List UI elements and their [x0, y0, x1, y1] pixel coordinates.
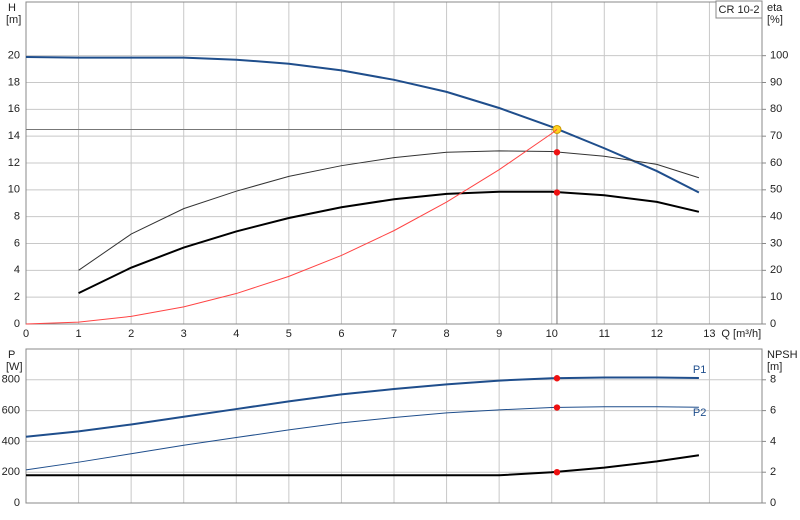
y-tick-label: 2: [14, 291, 20, 303]
curve: [25, 56, 700, 194]
curve-label: P2: [693, 407, 706, 419]
curve: [78, 150, 700, 271]
y-tick-label: 0: [14, 318, 20, 330]
x-tick-label: 6: [338, 328, 344, 340]
y2-tick-label: 60: [770, 157, 782, 169]
y-axis-unit: [m]: [6, 14, 21, 26]
y-tick-label: 200: [2, 466, 20, 478]
duty-point: [553, 149, 561, 156]
x-tick-label: 3: [181, 328, 187, 340]
y-tick-label: 400: [2, 435, 20, 447]
y2-tick-label: 50: [770, 184, 782, 196]
x-tick-label: 9: [496, 328, 502, 340]
y2-axis-unit: [%]: [767, 14, 783, 26]
y2-tick-label: 10: [770, 291, 782, 303]
y-axis-label: H: [8, 2, 16, 14]
x-tick-label: 10: [546, 328, 558, 340]
x-tick-label: 7: [391, 328, 397, 340]
y2-tick-label: 40: [770, 211, 782, 223]
duty-point: [553, 469, 561, 476]
y2-tick-label: 4: [770, 435, 776, 447]
y-tick-label: 20: [8, 50, 20, 62]
x-tick-label: 12: [651, 328, 663, 340]
y2-tick-label: 80: [770, 103, 782, 115]
y2-tick-label: 0: [770, 318, 776, 330]
x-tick-label: 0: [23, 328, 29, 340]
curve: [26, 454, 700, 477]
y2-tick-label: 90: [770, 76, 782, 88]
y-tick-label: 8: [14, 211, 20, 223]
y2-axis-label: NPSH: [767, 349, 798, 361]
y-tick-label: 18: [8, 76, 20, 88]
y-tick-label: 14: [8, 130, 20, 142]
y-axis-unit: [W]: [6, 361, 23, 373]
x-tick-label: 8: [444, 328, 450, 340]
y-axis-label: P: [8, 349, 15, 361]
y-tick-label: 800: [2, 374, 20, 386]
curve: [25, 129, 558, 325]
y2-tick-label: 2: [770, 466, 776, 478]
curve: [25, 376, 699, 438]
y-tick-label: 16: [8, 103, 20, 115]
y2-tick-label: 0: [770, 497, 776, 509]
y2-tick-label: 30: [770, 237, 782, 249]
y2-tick-label: 100: [770, 50, 788, 62]
x-tick-label: 4: [233, 328, 239, 340]
y2-axis-label: eta: [767, 2, 783, 14]
y2-tick-label: 20: [770, 264, 782, 276]
x-tick-label: 11: [599, 328, 610, 340]
y-tick-label: 600: [2, 405, 20, 417]
duty-point: [553, 375, 561, 382]
curve: [78, 190, 700, 295]
y2-tick-label: 70: [770, 130, 782, 142]
x-tick-label: 1: [76, 328, 82, 340]
plot-frame: [25, 348, 763, 504]
x-axis-label: Q [m³/h]: [721, 328, 761, 340]
duty-point: [553, 189, 561, 196]
y-tick-label: 4: [14, 264, 20, 276]
y-tick-label: 10: [8, 184, 20, 196]
curve-label: P1: [693, 364, 706, 376]
x-tick-label: 13: [703, 328, 715, 340]
y2-tick-label: 8: [770, 374, 776, 386]
title-box: [715, 0, 763, 19]
plot-frame: [25, 1, 763, 325]
y2-tick-label: 6: [770, 405, 776, 417]
y-tick-label: 12: [8, 157, 20, 169]
chart-title: CR 10-2: [719, 4, 760, 16]
x-tick-label: 2: [128, 328, 134, 340]
duty-point: [553, 404, 561, 411]
y-tick-label: 6: [14, 237, 20, 249]
x-tick-label: 5: [286, 328, 292, 340]
y-tick-label: 0: [14, 497, 20, 509]
y2-axis-unit: [m]: [767, 361, 782, 373]
curve: [25, 406, 699, 471]
